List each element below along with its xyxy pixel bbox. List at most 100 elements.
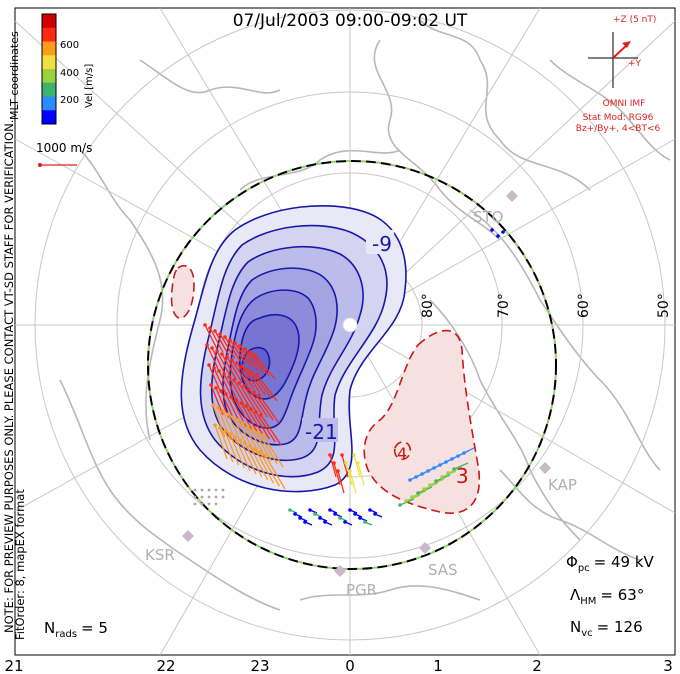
velocity-vector-origin (240, 364, 244, 368)
velocity-vector-origin (247, 387, 251, 391)
velocity-vector-origin (243, 347, 247, 351)
velocity-vector-origin (223, 335, 227, 339)
scale-vector (38, 163, 77, 167)
velocity-vector-origin (261, 433, 265, 437)
map-title: 07/Jul/2003 09:00-09:02 UT (233, 11, 468, 31)
velocity-vector (257, 431, 278, 465)
velocity-vector (337, 470, 345, 494)
velocity-vector-origin (221, 409, 225, 413)
velocity-vector-origin (353, 512, 357, 516)
velocity-vector (250, 408, 270, 440)
station-label-kap: KAP (548, 476, 577, 494)
velocity-vector-origin (490, 228, 494, 232)
velocity-vector (254, 354, 276, 380)
velocity-vector-origin (222, 372, 226, 376)
velocity-vector (245, 405, 265, 437)
lat-label-80: 80° (420, 293, 436, 318)
velocity-vector-origin (303, 520, 307, 524)
contour-label-neg9: -9 (372, 232, 392, 256)
grey-data-point (214, 495, 218, 499)
velocity-vector (226, 356, 243, 384)
velocity-vector-origin (232, 378, 236, 382)
velocity-vector-origin (293, 512, 297, 516)
positive-cell (170, 264, 481, 514)
velocity-vector (219, 427, 234, 463)
velocity-vector (214, 330, 230, 356)
velocity-vector (246, 368, 266, 396)
velocity-vector-origin (363, 520, 367, 524)
velocity-vector-origin (257, 393, 261, 397)
colorbar-segment (42, 69, 56, 84)
map-frame (14, 7, 676, 656)
velocity-vector-origin (226, 412, 230, 416)
imf-text: +Z (5 nT) +Y OMNI IMF Stat Mod: RG96 Bz+… (576, 15, 661, 134)
colorbar-tick-200: 200 (60, 95, 79, 106)
velocity-vector-origin (328, 508, 332, 512)
velocity-vector-origin (258, 450, 262, 454)
velocity-vector-origin (217, 369, 221, 373)
velocity-vector (221, 353, 237, 381)
velocity-vector-origin (246, 424, 250, 428)
velocity-vector-origin (249, 407, 253, 411)
velocity-vector (216, 350, 232, 378)
velocity-vector-origin (432, 466, 436, 470)
velocity-vector (252, 428, 272, 462)
velocity-vector-origin (462, 451, 466, 455)
colorbar-tick-600: 600 (60, 40, 79, 51)
velocity-vector-origin (237, 381, 241, 385)
velocity-vector (357, 462, 365, 486)
velocity-vector-origin (209, 383, 213, 387)
imf-y-label: +Y (628, 59, 642, 69)
station-marker-pgr (334, 565, 346, 577)
velocity-vector (243, 385, 263, 415)
contour-label-3: 3 (456, 464, 469, 488)
velocity-vector-origin (398, 503, 402, 507)
velocity-vector-origin (348, 508, 352, 512)
colorbar-ticks: 600 400 200 (60, 40, 79, 106)
velocity-vector-origin (248, 350, 252, 354)
velocity-vector-origin (218, 332, 222, 336)
velocity-vector-origin (501, 230, 505, 234)
velocity-vector-origin (318, 516, 322, 520)
velocity-vector-origin (213, 423, 217, 427)
grey-data-point (214, 502, 218, 506)
velocity-vector (234, 342, 253, 368)
velocity-vector (254, 448, 274, 484)
station-marker-ksr (182, 530, 194, 542)
velocity-vector (341, 454, 349, 478)
scale-vector-label: 1000 m/s (36, 141, 92, 155)
velocity-vector (234, 436, 251, 472)
velocity-vector-origin (259, 413, 263, 417)
coastlines (59, 19, 671, 611)
velocity-vector (329, 454, 337, 478)
velocity-vector-origin (332, 461, 336, 465)
station-label-ksr: KSR (145, 546, 175, 564)
velocity-vector-origin (208, 326, 212, 330)
velocity-vector-origin (328, 453, 332, 457)
phi-pc-stat: Φpc = 49 kV (566, 553, 655, 574)
velocity-vector (239, 439, 257, 475)
velocity-vector-origin (235, 361, 239, 365)
velocity-vector-origin (348, 469, 352, 473)
velocity-vector (353, 454, 361, 478)
velocity-vector (236, 362, 255, 390)
velocity-vector (242, 422, 261, 456)
velocity-vector (349, 470, 357, 494)
velocity-vector-origin (313, 512, 317, 516)
station-label-pgr: PGR (346, 581, 377, 599)
grey-data-point (193, 488, 197, 492)
grey-data-point (193, 502, 197, 506)
velocity-vector-origin (233, 341, 237, 345)
velocity-vector-origin (253, 447, 257, 451)
velocity-vector-origin (323, 520, 327, 524)
velocity-vector (233, 379, 251, 409)
imf-model: Stat Mod: RG96 (583, 113, 654, 123)
fit-order-note: FitOrder: 8, mapEX format (13, 489, 27, 640)
velocity-vector (212, 404, 226, 438)
colorbar-segment (42, 82, 56, 97)
velocity-vector (210, 384, 224, 416)
velocity-vector-origin (426, 469, 430, 473)
velocity-vector (204, 324, 218, 350)
velocity-vector-origin (420, 472, 424, 476)
velocity-vector-origin (241, 421, 245, 425)
